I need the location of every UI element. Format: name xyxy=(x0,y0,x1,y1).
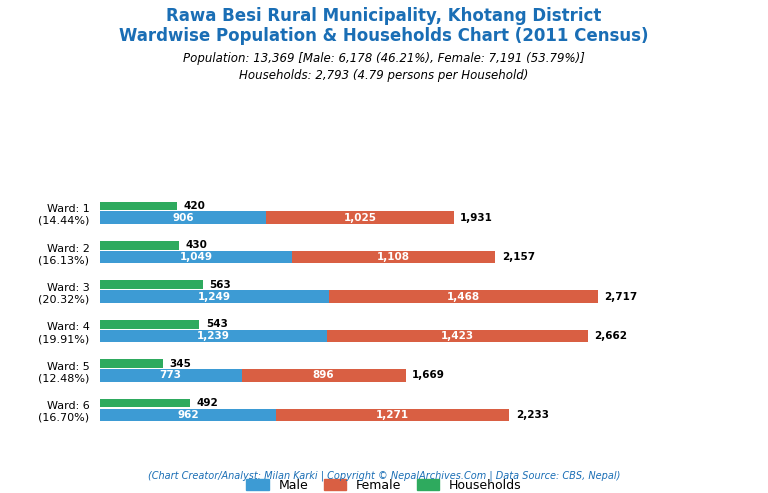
Bar xyxy=(100,211,266,224)
Text: 563: 563 xyxy=(210,280,231,290)
Text: Wardwise Population & Households Chart (2011 Census): Wardwise Population & Households Chart (… xyxy=(119,27,649,45)
Text: Population: 13,369 [Male: 6,178 (46.21%), Female: 7,191 (53.79%)]: Population: 13,369 [Male: 6,178 (46.21%)… xyxy=(183,52,585,65)
Text: 1,931: 1,931 xyxy=(460,212,493,223)
Bar xyxy=(100,369,242,382)
Bar xyxy=(100,281,203,289)
Text: 1,271: 1,271 xyxy=(376,410,409,420)
Text: 543: 543 xyxy=(206,319,227,329)
Bar xyxy=(100,330,327,342)
Bar xyxy=(100,290,329,303)
Bar xyxy=(100,409,276,421)
Text: 773: 773 xyxy=(160,370,182,381)
Text: 492: 492 xyxy=(197,398,218,408)
Text: 906: 906 xyxy=(172,212,194,223)
Text: 1,249: 1,249 xyxy=(198,291,231,302)
Text: 1,025: 1,025 xyxy=(343,212,376,223)
Bar xyxy=(276,409,509,421)
Text: 962: 962 xyxy=(177,410,199,420)
Bar xyxy=(100,241,179,249)
Bar xyxy=(292,251,495,263)
Text: Households: 2,793 (4.79 persons per Household): Households: 2,793 (4.79 persons per Hous… xyxy=(240,69,528,82)
Text: 2,662: 2,662 xyxy=(594,331,627,341)
Bar xyxy=(100,320,200,328)
Text: (Chart Creator/Analyst: Milan Karki | Copyright © NepalArchives.Com | Data Sourc: (Chart Creator/Analyst: Milan Karki | Co… xyxy=(147,470,621,481)
Text: 1,108: 1,108 xyxy=(377,252,410,262)
Bar xyxy=(100,399,190,407)
Text: 420: 420 xyxy=(184,201,205,211)
Bar xyxy=(100,202,177,210)
Text: 2,717: 2,717 xyxy=(604,291,637,302)
Legend: Male, Female, Households: Male, Female, Households xyxy=(241,474,527,493)
Text: 345: 345 xyxy=(170,358,191,369)
Text: 1,049: 1,049 xyxy=(180,252,213,262)
Text: 430: 430 xyxy=(185,240,207,250)
Text: 1,669: 1,669 xyxy=(412,370,445,381)
Text: 2,157: 2,157 xyxy=(502,252,535,262)
Text: 896: 896 xyxy=(313,370,335,381)
Text: Rawa Besi Rural Municipality, Khotang District: Rawa Besi Rural Municipality, Khotang Di… xyxy=(167,7,601,26)
Text: 1,423: 1,423 xyxy=(441,331,474,341)
Bar xyxy=(242,369,406,382)
Text: 2,233: 2,233 xyxy=(515,410,548,420)
Bar xyxy=(100,359,163,368)
Bar xyxy=(100,251,292,263)
Bar xyxy=(266,211,454,224)
Text: 1,468: 1,468 xyxy=(447,291,480,302)
Bar xyxy=(327,330,588,342)
Bar xyxy=(329,290,598,303)
Text: 1,239: 1,239 xyxy=(197,331,230,341)
